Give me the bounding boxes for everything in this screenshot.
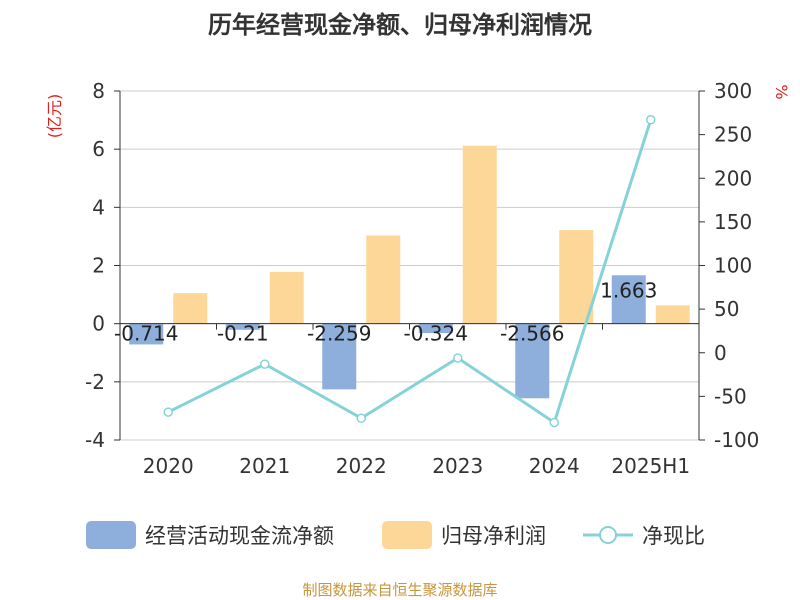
bar bbox=[225, 323, 260, 330]
left-tick-label: -4 bbox=[85, 428, 105, 452]
category-label: 2021 bbox=[239, 454, 290, 478]
data-labels: -0.714 -0.21 -2.259 -0.324 -2.566 1.663 bbox=[114, 278, 657, 345]
bar-data-label: -0.21 bbox=[217, 322, 269, 346]
legend-marker bbox=[599, 526, 617, 544]
left-tick-label: -2 bbox=[85, 370, 105, 394]
legend-swatch bbox=[86, 521, 136, 549]
legend-label: 归母净利润 bbox=[441, 524, 546, 548]
bar-data-label: -0.324 bbox=[404, 322, 468, 346]
bar bbox=[366, 235, 401, 324]
category-label: 2023 bbox=[432, 454, 483, 478]
bar bbox=[462, 145, 497, 324]
right-tick-label: 150 bbox=[714, 210, 752, 234]
right-tick-label: -100 bbox=[714, 428, 759, 452]
left-tick-label: 0 bbox=[92, 312, 105, 336]
right-axis-unit: % bbox=[772, 84, 791, 99]
left-tick-label: 4 bbox=[92, 195, 105, 219]
bar bbox=[655, 305, 690, 324]
line-series bbox=[163, 115, 656, 428]
left-axis-unit: (亿元) bbox=[45, 94, 64, 139]
bar bbox=[515, 323, 550, 399]
category-label: 2020 bbox=[143, 454, 194, 478]
chart-title: 历年经营现金净额、归母净利润情况 bbox=[208, 11, 592, 39]
bar bbox=[129, 323, 164, 345]
left-tick-label: 8 bbox=[92, 79, 105, 103]
bar bbox=[559, 230, 594, 324]
bar-series bbox=[129, 145, 690, 399]
bar bbox=[269, 271, 304, 324]
right-tick-label: 0 bbox=[714, 341, 727, 365]
bar bbox=[173, 293, 208, 324]
right-tick-label: 300 bbox=[714, 79, 752, 103]
line-point bbox=[646, 115, 656, 125]
bar-data-label: -0.714 bbox=[114, 322, 178, 346]
right-tick-label: 200 bbox=[714, 166, 752, 190]
line-point bbox=[549, 417, 559, 428]
right-tick-label: 50 bbox=[714, 297, 739, 321]
line-point bbox=[260, 359, 270, 369]
legend-label: 经营活动现金流净额 bbox=[145, 524, 334, 548]
bar-data-label: -2.566 bbox=[500, 322, 564, 346]
line-point bbox=[163, 407, 173, 417]
legend: 经营活动现金流净额 归母净利润 净现比 bbox=[86, 521, 705, 549]
bar bbox=[322, 323, 357, 390]
bar bbox=[611, 275, 646, 324]
line-series-path bbox=[167, 119, 653, 425]
legend-swatch bbox=[382, 521, 432, 549]
left-tick-label: 2 bbox=[92, 254, 105, 278]
category-label: 2024 bbox=[529, 454, 580, 478]
bar bbox=[418, 323, 453, 334]
category-label: 2022 bbox=[336, 454, 387, 478]
source-note: 制图数据来自恒生聚源数据库 bbox=[302, 581, 497, 599]
axes: 8 6 4 2 0 -2 -4 300 250 200 150 100 50 0 -50 -100 2020 20… bbox=[85, 79, 759, 478]
right-tick-label: 100 bbox=[714, 254, 752, 278]
line-point bbox=[453, 353, 463, 363]
legend-label: 净现比 bbox=[642, 524, 705, 548]
bar-data-label: -2.259 bbox=[307, 322, 371, 346]
right-tick-label: 250 bbox=[714, 123, 752, 147]
left-tick-label: 6 bbox=[92, 137, 105, 161]
line-point bbox=[356, 413, 366, 423]
category-label: 2025H1 bbox=[611, 454, 690, 478]
right-tick-label: -50 bbox=[714, 384, 747, 408]
bar-data-label: 1.663 bbox=[600, 278, 657, 302]
